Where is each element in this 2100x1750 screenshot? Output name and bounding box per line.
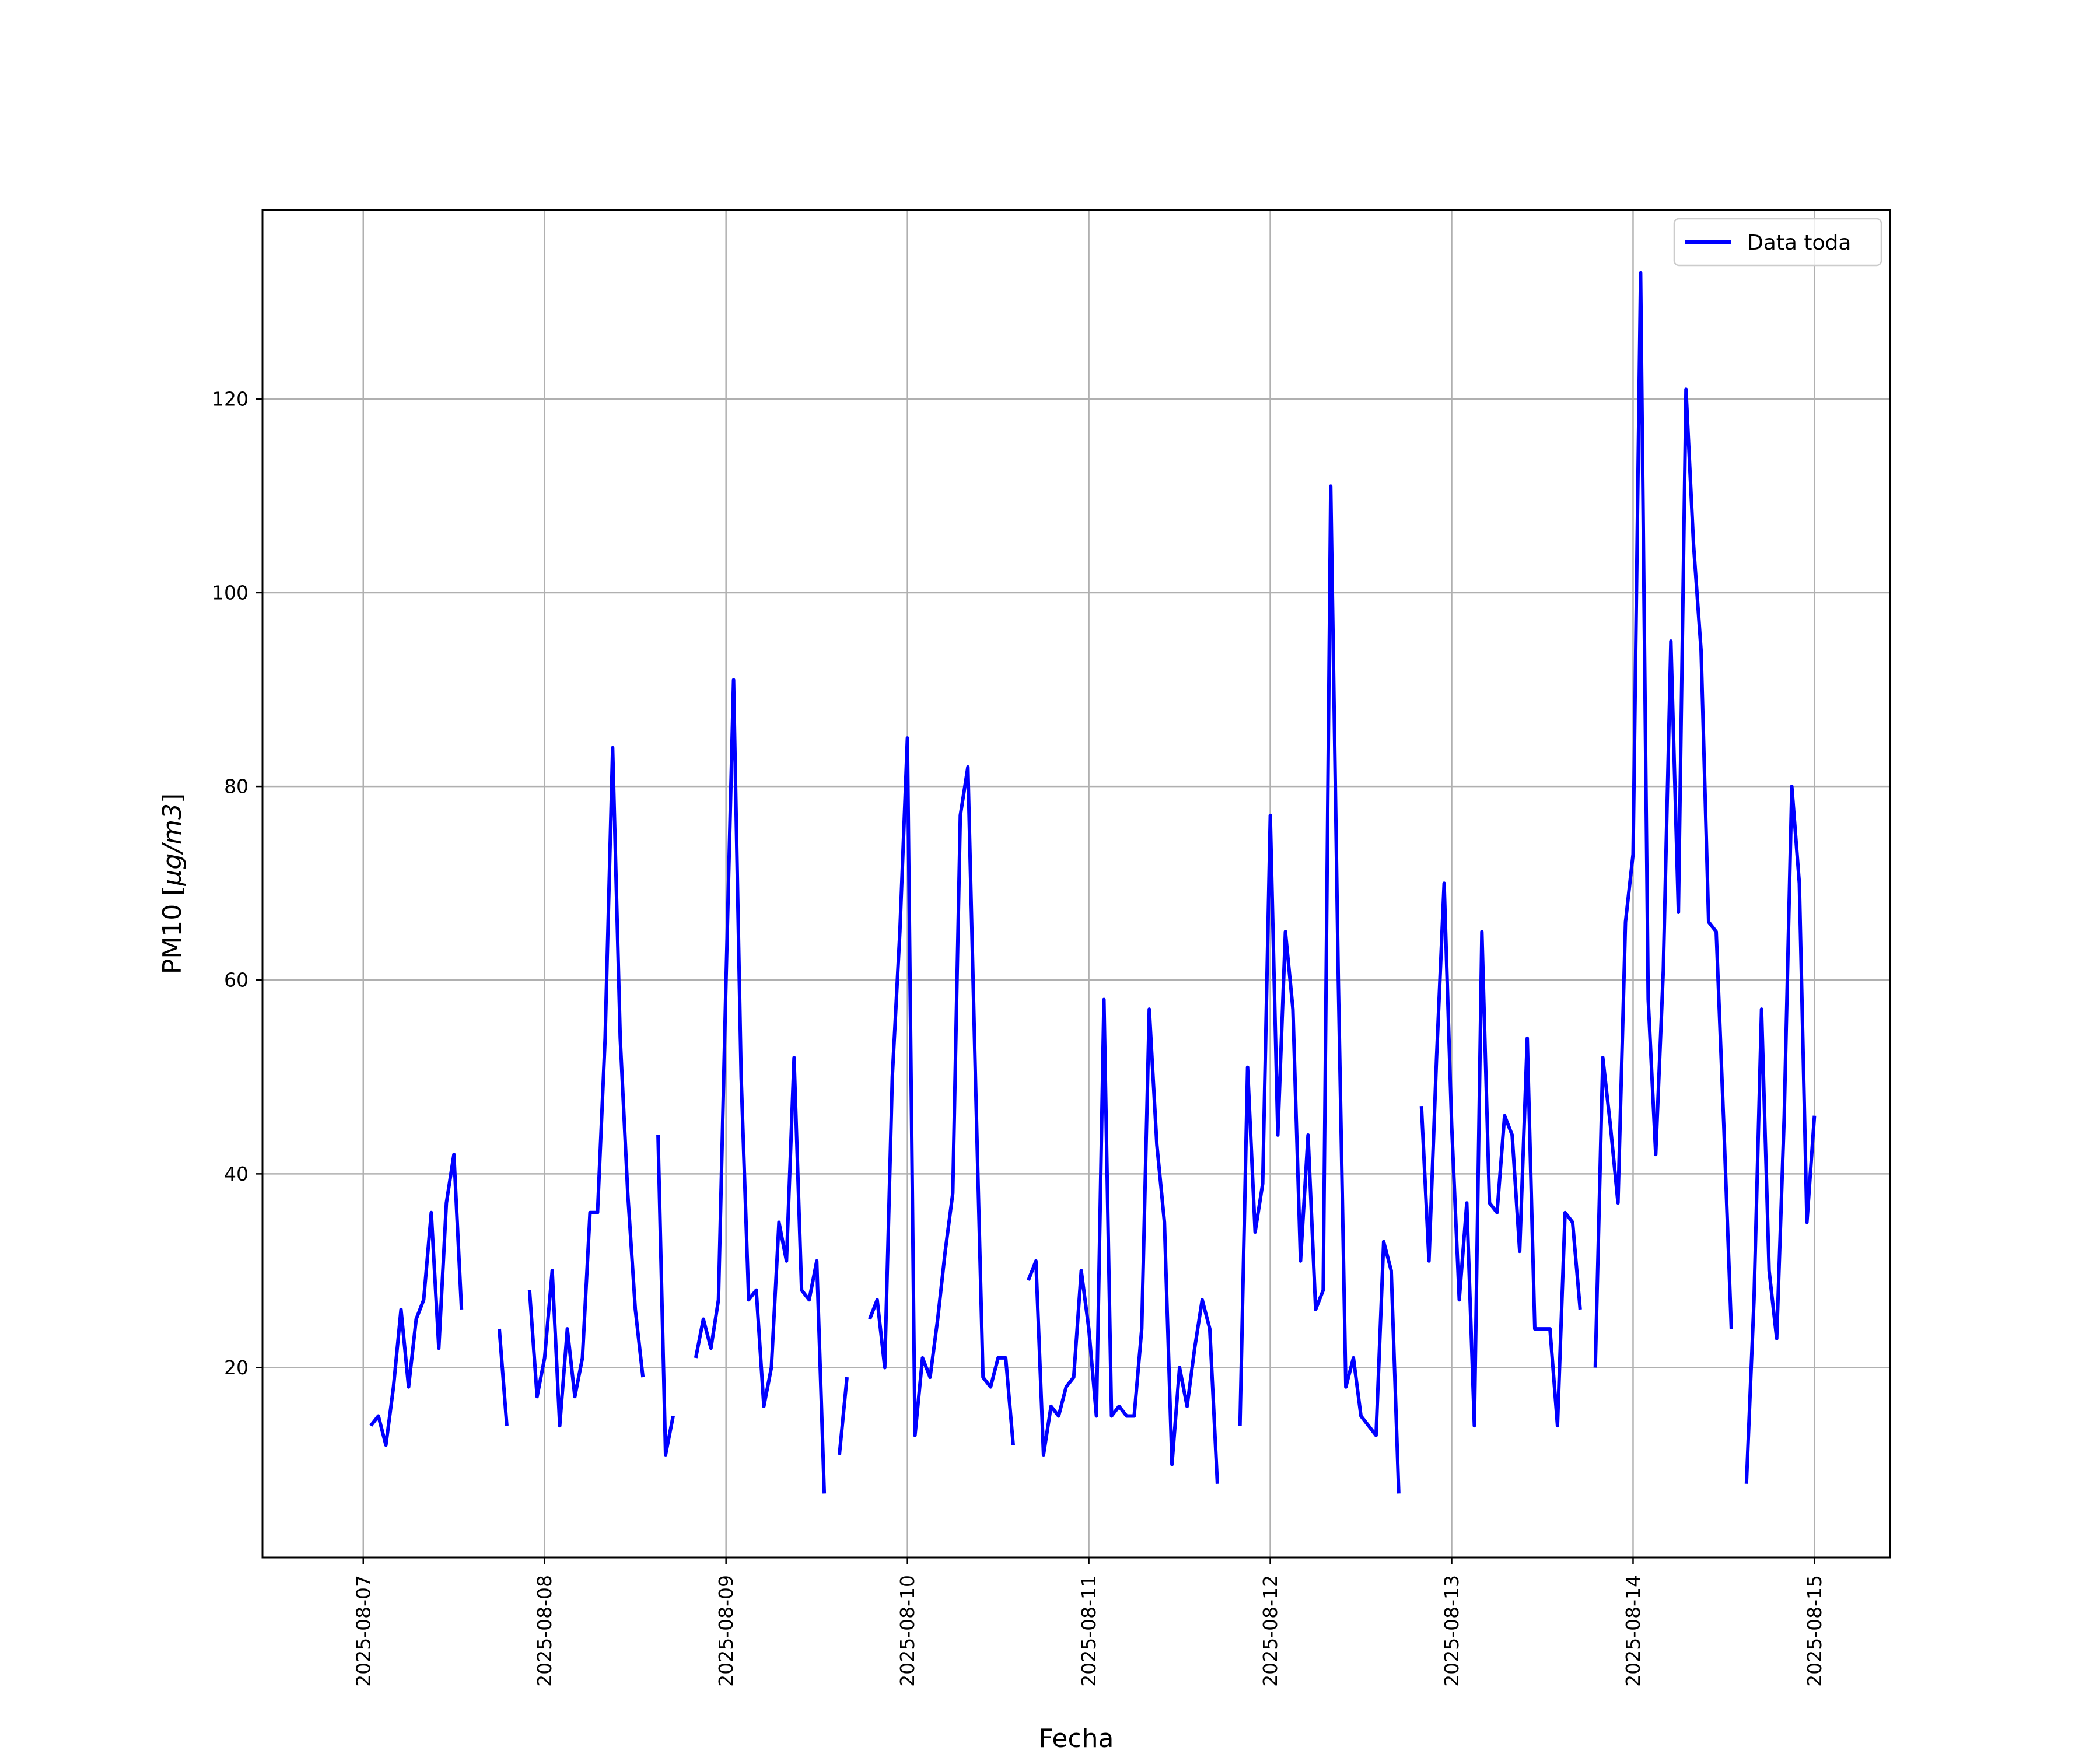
- y-tick-label: 40: [224, 1163, 249, 1185]
- plot-area-frame: [261, 209, 1891, 1559]
- series-line-segment: [369, 1153, 464, 1447]
- legend: Data toda: [1673, 218, 1882, 267]
- x-axis-title: Fecha: [1038, 1724, 1114, 1750]
- x-tick-label: 2025-08-10: [896, 1575, 919, 1687]
- legend-box: [1673, 218, 1882, 267]
- x-tick-label: 2025-08-13: [1440, 1575, 1463, 1687]
- x-tick-label: 2025-08-14: [1622, 1575, 1644, 1687]
- x-tick-label: 2025-08-09: [715, 1575, 737, 1687]
- y-tick-label: 80: [224, 775, 249, 798]
- x-axis-ticks: 2025-08-07 2025-08-08 2025-08-09 2025-08-10…: [352, 1558, 1826, 1687]
- y-axis-ticks: 20 40 60 80 100 120: [212, 387, 262, 1379]
- series-line-segment: [868, 736, 1015, 1446]
- series-line-segment: [1593, 271, 1733, 1368]
- x-tick-label: 2025-08-12: [1259, 1575, 1282, 1687]
- x-tick-label: 2025-08-11: [1077, 1575, 1100, 1687]
- y-tick-label: 120: [212, 387, 249, 410]
- series-line-segment: [1419, 881, 1582, 1428]
- series-line-segment: [838, 1377, 849, 1455]
- grid-lines: [262, 210, 1890, 1558]
- series-line-segment: [1744, 785, 1817, 1484]
- legend-label: Data toda: [1747, 231, 1851, 255]
- x-tick-label: 2025-08-08: [533, 1575, 556, 1687]
- y-axis-title: PM10 [μg/m3]: [158, 793, 187, 974]
- x-tick-label: 2025-08-15: [1803, 1575, 1826, 1687]
- series-data-toda: [369, 271, 1817, 1494]
- series-line-segment: [694, 678, 827, 1494]
- series-line-segment: [1027, 998, 1219, 1484]
- series-line-segment: [1238, 484, 1401, 1494]
- y-tick-label: 100: [212, 581, 249, 604]
- series-line-segment: [527, 746, 645, 1428]
- y-axis-title-unit: μg/m3: [158, 803, 187, 887]
- series-line-segment: [656, 1135, 675, 1457]
- x-tick-label: 2025-08-07: [352, 1575, 374, 1687]
- y-tick-label: 60: [224, 969, 249, 992]
- y-tick-label: 20: [224, 1356, 249, 1379]
- series-line-segment: [498, 1328, 509, 1426]
- y-axis-title-suffix: ]: [158, 793, 187, 803]
- y-axis-title-prefix: PM10 [: [158, 886, 187, 975]
